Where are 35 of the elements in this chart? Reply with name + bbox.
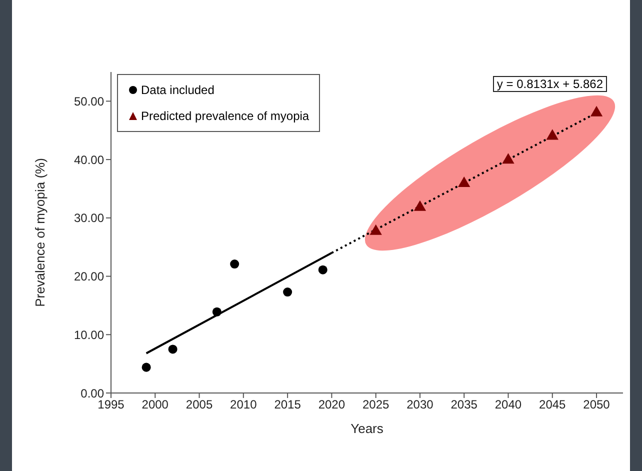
x-tick-label: 2025 bbox=[362, 398, 390, 412]
x-tick-label: 2005 bbox=[186, 398, 213, 412]
x-tick-label: 2050 bbox=[583, 398, 610, 412]
point bbox=[590, 106, 603, 116]
point bbox=[546, 129, 558, 140]
annotation: y = 0.8131x + 5.862 bbox=[492, 76, 607, 92]
point bbox=[142, 362, 151, 372]
x-tick-label: 2015 bbox=[274, 398, 302, 412]
x-tick-label: 2010 bbox=[230, 398, 258, 412]
point bbox=[212, 307, 222, 316]
x-tick-label: 2000 bbox=[142, 398, 169, 412]
y-tick-label: 40.00 bbox=[74, 152, 104, 167]
point bbox=[458, 176, 470, 187]
point bbox=[370, 224, 382, 235]
legend-label: Predicted prevalence of myopia bbox=[141, 109, 310, 123]
point bbox=[283, 288, 292, 297]
point bbox=[230, 260, 240, 269]
point bbox=[502, 153, 514, 164]
point bbox=[318, 265, 328, 274]
legend-label: Data included bbox=[141, 83, 214, 97]
x-tick-label: 2020 bbox=[318, 398, 346, 412]
y-tick-label: 0.00 bbox=[80, 386, 104, 400]
y-tick-label: 30.00 bbox=[74, 211, 104, 226]
y-tick-label: 10.00 bbox=[74, 328, 104, 342]
point bbox=[168, 344, 178, 354]
point bbox=[414, 200, 426, 211]
y-axis-title: Prevalence of myopia (%) bbox=[32, 158, 48, 307]
x-tick-label: 1995 bbox=[98, 398, 125, 412]
y-tick-label: 50.00 bbox=[74, 94, 104, 108]
x-tick-label: 2030 bbox=[406, 398, 434, 412]
x-tick-label: 2040 bbox=[494, 398, 522, 412]
x-tick-label: 2045 bbox=[539, 398, 566, 412]
x-axis-title: Years bbox=[350, 421, 384, 436]
x-tick-label: 2035 bbox=[450, 398, 478, 412]
y-tick-label: 20.00 bbox=[74, 270, 104, 284]
